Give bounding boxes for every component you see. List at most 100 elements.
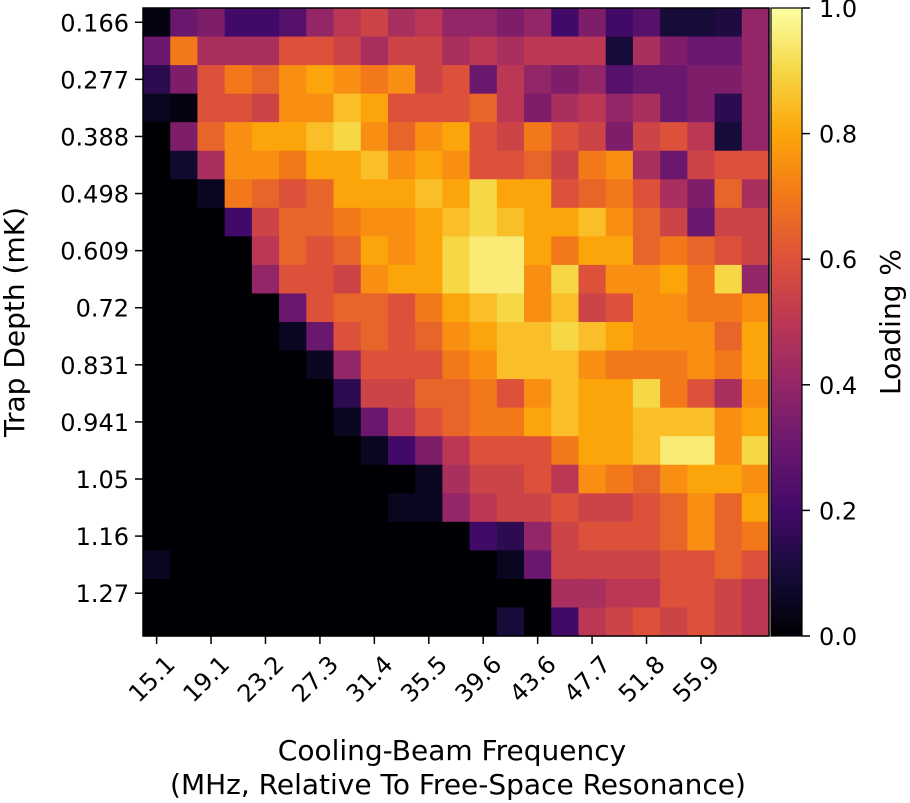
heatmap-cell: [279, 379, 307, 409]
heatmap-cell: [660, 65, 688, 95]
heatmap-cell: [387, 464, 416, 494]
heatmap-cell: [496, 464, 525, 494]
heatmap-cell: [578, 550, 607, 580]
heatmap-cell: [442, 379, 471, 409]
heatmap-cell: [714, 407, 743, 437]
heatmap-cell: [333, 36, 362, 66]
heatmap-cell: [306, 93, 335, 123]
heatmap-cell: [496, 436, 525, 466]
heatmap-cell: [170, 8, 199, 38]
heatmap-cell: [524, 264, 552, 295]
heatmap-cell: [279, 122, 307, 152]
heatmap-cell: [279, 436, 307, 466]
heatmap-cell: [578, 8, 607, 38]
heatmap-cell: [306, 122, 335, 152]
heatmap-cell: [387, 150, 416, 180]
heatmap-cell: [551, 407, 580, 437]
heatmap-cell: [524, 36, 552, 66]
heatmap-cell: [197, 236, 226, 266]
heatmap-cell: [333, 122, 362, 152]
heatmap-cell: [442, 322, 471, 352]
heatmap-cell: [224, 350, 253, 380]
heatmap-cell: [714, 464, 743, 494]
y-tick-label: 0.388: [60, 123, 129, 151]
heatmap-cell: [170, 521, 199, 551]
heatmap-cell: [306, 607, 335, 637]
heatmap-cell: [333, 407, 362, 437]
heatmap-cell: [333, 236, 362, 266]
heatmap-cell: [224, 179, 253, 209]
heatmap-cell: [170, 179, 199, 209]
y-tick-label: 1.16: [76, 523, 129, 551]
heatmap-cell: [197, 493, 226, 523]
heatmap-cell: [442, 179, 471, 209]
x-tick-label: 27.3: [286, 650, 344, 708]
heatmap-cell: [496, 65, 525, 95]
heatmap-cell: [741, 93, 770, 123]
x-tick-label: 39.6: [450, 650, 508, 708]
heatmap-cell: [660, 436, 688, 466]
x-tick-label: 47.7: [559, 650, 617, 708]
heatmap-cell: [360, 607, 389, 637]
colorbar-tick-label: 0.6: [819, 246, 857, 274]
heatmap-cell: [469, 207, 498, 237]
heatmap-cell: [605, 36, 634, 66]
heatmap-cell: [415, 464, 443, 494]
heatmap-cell: [741, 493, 770, 523]
heatmap-cell: [224, 93, 253, 123]
heatmap-cell: [170, 578, 199, 609]
heatmap-cell: [170, 122, 199, 152]
heatmap-cell: [224, 607, 253, 637]
heatmap-cell: [605, 436, 634, 466]
heatmap-cell: [333, 464, 362, 494]
heatmap-cell: [524, 322, 552, 352]
colorbar: [770, 7, 803, 637]
heatmap-cell: [605, 322, 634, 352]
heatmap-cell: [714, 379, 743, 409]
heatmap-cell: [632, 122, 661, 152]
heatmap-cell: [605, 379, 634, 409]
heatmap-cell: [387, 179, 416, 209]
heatmap-cell: [360, 179, 389, 209]
heatmap-cell: [360, 122, 389, 152]
heatmap-cell: [197, 521, 226, 551]
heatmap-cell: [442, 407, 471, 437]
heatmap-cell: [741, 436, 770, 466]
heatmap-cell: [415, 122, 443, 152]
heatmap-cell: [224, 8, 253, 38]
heatmap-cell: [578, 293, 607, 323]
heatmap-cell: [687, 36, 716, 66]
heatmap-cell: [741, 65, 770, 95]
heatmap-cell: [687, 236, 716, 266]
heatmap-cell: [741, 350, 770, 380]
heatmap-cell: [469, 36, 498, 66]
heatmap-cell: [279, 236, 307, 266]
heatmap-cell: [469, 521, 498, 551]
heatmap-cell: [469, 65, 498, 95]
heatmap-cell: [524, 578, 552, 609]
heatmap-cell: [714, 550, 743, 580]
heatmap-cell: [143, 236, 171, 266]
heatmap-cell: [360, 93, 389, 123]
heatmap-cell: [632, 550, 661, 580]
heatmap-cell: [143, 578, 171, 609]
heatmap-cell: [360, 8, 389, 38]
x-tick-label: 23.2: [232, 650, 290, 708]
heatmap-cell: [469, 607, 498, 637]
heatmap-cell: [306, 464, 335, 494]
heatmap-cell: [632, 407, 661, 437]
heatmap-cell: [170, 93, 199, 123]
heatmap-cell: [660, 550, 688, 580]
x-tick-label: 35.5: [395, 650, 453, 708]
heatmap-cell: [251, 236, 280, 266]
heatmap-cell: [251, 322, 280, 352]
heatmap-cell: [687, 293, 716, 323]
heatmap-cell: [251, 578, 280, 609]
heatmap-cell: [224, 436, 253, 466]
heatmap-cell: [251, 379, 280, 409]
heatmap-cell: [524, 521, 552, 551]
heatmap-cell: [170, 407, 199, 437]
x-tick-label: 55.9: [667, 650, 725, 708]
heatmap-cell: [632, 236, 661, 266]
heatmap-cell: [197, 36, 226, 66]
